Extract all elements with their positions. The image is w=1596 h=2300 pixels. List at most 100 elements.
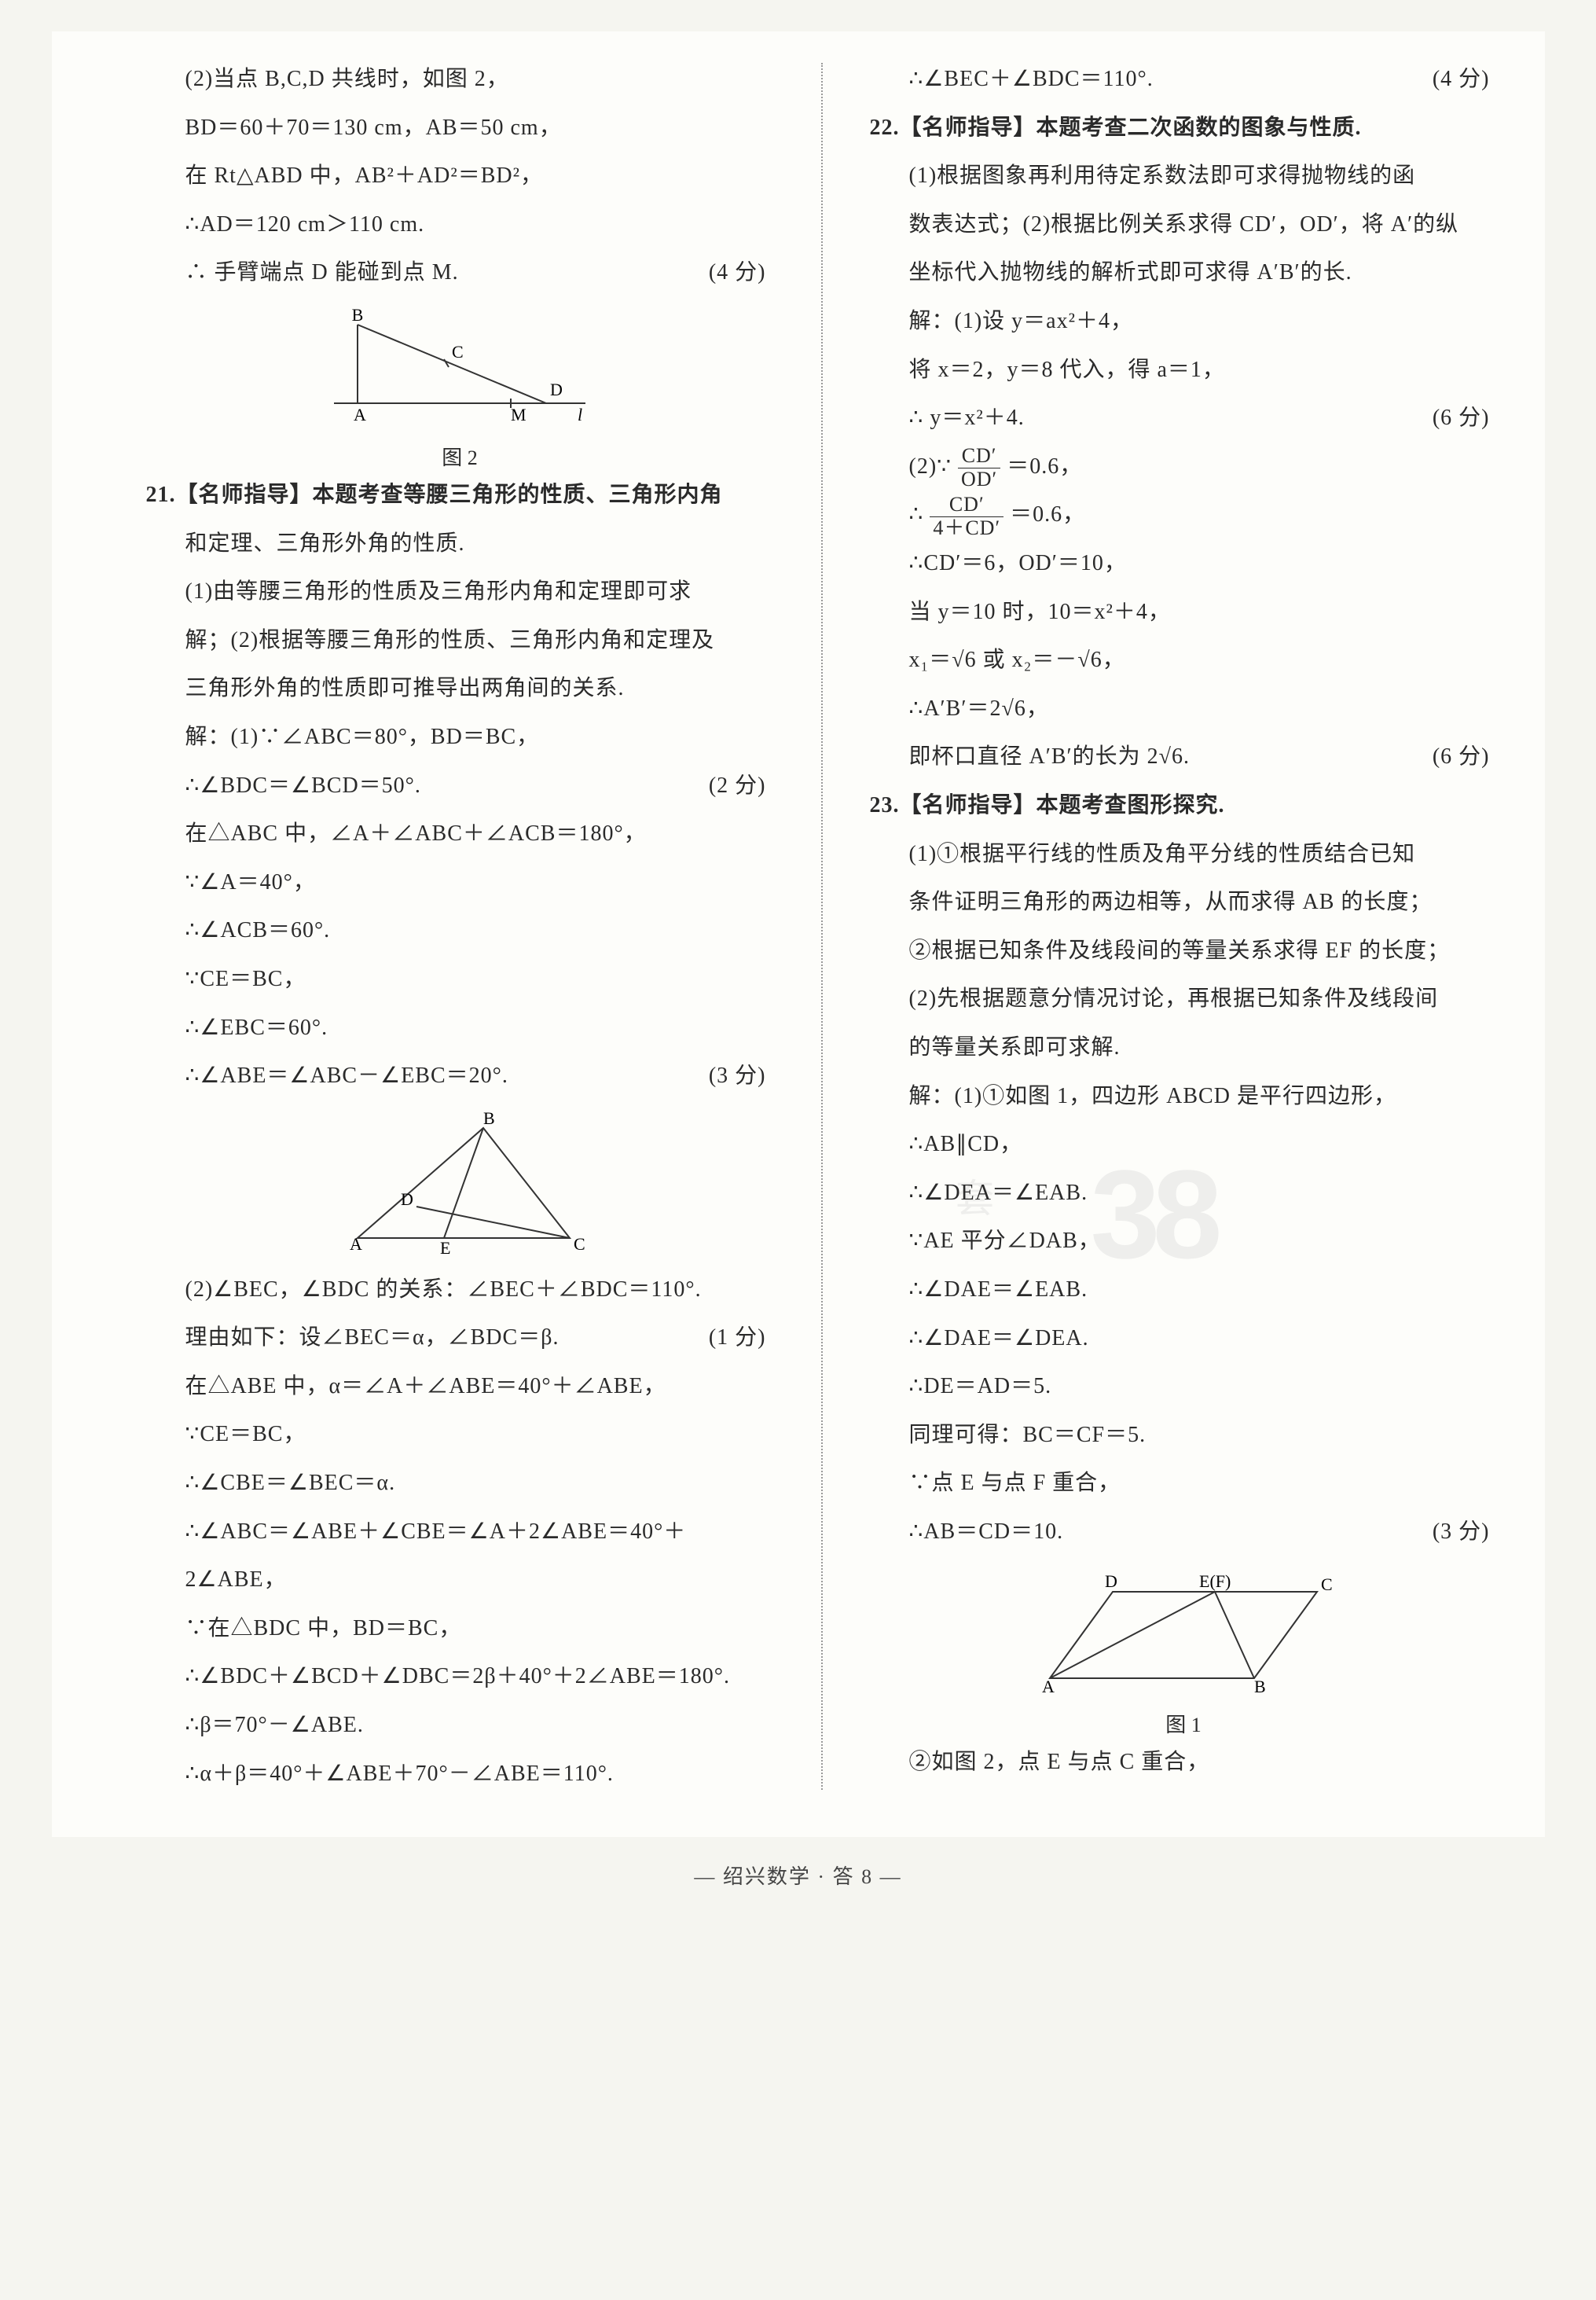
svg-text:C: C [452, 342, 464, 362]
svg-text:A: A [1042, 1677, 1055, 1694]
text: (2)∠BEC，∠BDC 的关系：∠BEC＋∠BDC＝110°. [146, 1266, 774, 1314]
text: ∵点 E 与点 F 重合， [870, 1459, 1498, 1508]
text: ∴ y＝x²＋4. (6 分) [870, 394, 1498, 443]
text: ∴α＋β＝40°＋∠ABE＋70°－∠ABE＝110°. [146, 1750, 774, 1798]
q23-number: 23.【名师指导】本题考查图形探究. [870, 793, 1225, 817]
svg-text:D: D [401, 1189, 413, 1209]
text: ∴ y＝x²＋4. [909, 406, 1025, 430]
text: 2∠ABE， [146, 1556, 774, 1604]
text: 理由如下：设∠BEC＝α，∠BDC＝β. [146, 1313, 774, 1362]
text: 数表达式；(2)根据比例关系求得 CD′，OD′，将 A′的纵 [870, 200, 1498, 249]
numerator: CD′ [958, 445, 1000, 468]
text: ∴∠BEC＋∠BDC＝110°. [909, 67, 1154, 91]
text: BD＝60＋70＝130 cm，AB＝50 cm， [146, 104, 774, 152]
text: 将 x＝2，y＝8 代入，得 a＝1， [870, 346, 1498, 395]
text: ∴∠BEC＋∠BDC＝110°. (4 分) [870, 55, 1498, 104]
text: 和定理、三角形外角的性质. [146, 520, 774, 568]
q22-number: 22.【名师指导】本题考查二次函数的图象与性质. [870, 116, 1362, 140]
svg-text:D: D [550, 380, 563, 399]
text: ＝0.6， [1010, 502, 1085, 527]
text: ∴ 手臂端点 D 能碰到点 M. [185, 260, 459, 285]
text: ∴∠CBE＝∠BEC＝α. [146, 1459, 774, 1508]
svg-text:E(F): E(F) [1199, 1571, 1231, 1591]
text: ∴AB＝CD＝10. (3 分) [870, 1508, 1498, 1556]
svg-text:C: C [1321, 1574, 1333, 1594]
text: 的等量关系即可求解. [870, 1023, 1498, 1072]
text: 条件证明三角形的两边相等，从而求得 AB 的长度； [870, 878, 1498, 927]
text: 在△ABE 中，α＝∠A＋∠ABE＝40°＋∠ABE， [146, 1362, 774, 1411]
score: (4 分) [1433, 55, 1490, 104]
score: (3 分) [709, 1052, 766, 1100]
svg-text:B: B [352, 309, 364, 325]
text: ∴AD＝120 cm＞110 cm. [146, 200, 774, 249]
q21-number: 21.【名师指导】本题考查等腰三角形的性质、三角形内角 [146, 483, 723, 507]
page: 套 38 (2)当点 B,C,D 共线时，如图 2， BD＝60＋70＝130 … [52, 31, 1545, 1837]
text: 三角形外角的性质即可推导出两角间的关系. [146, 664, 774, 713]
denominator: OD′ [958, 468, 1000, 491]
q23-head: 23.【名师指导】本题考查图形探究. [870, 781, 1498, 830]
text: ∴∠DAE＝∠DEA. [870, 1314, 1498, 1363]
text: ∴AB＝CD＝10. [909, 1519, 1064, 1544]
svg-text:B: B [1254, 1677, 1266, 1694]
text: 当 y＝10 时，10＝x²＋4， [870, 588, 1498, 637]
text: ∴∠ABE＝∠ABC－∠EBC＝20°. [185, 1064, 508, 1088]
text: 解：(1)∵∠ABC＝80°，BD＝BC， [146, 713, 774, 762]
text: ∴ CD′ 4＋CD′ ＝0.6， [870, 490, 1498, 539]
svg-text:B: B [483, 1112, 495, 1128]
column-divider [821, 63, 823, 1790]
text: 在△ABC 中，∠A＋∠ABC＋∠ACB＝180°， [146, 810, 774, 858]
text: ∵CE＝BC， [146, 955, 774, 1004]
text: (2)∵ CD′ OD′ ＝0.6， [870, 443, 1498, 491]
text: ∴∠BDC＝∠BCD＝50°. (2 分) [146, 762, 774, 810]
text: x₁＝√6 或 x₂＝－√6， [870, 636, 1498, 685]
text: 即杯口直径 A′B′的长为 2√6. (6 分) [870, 733, 1498, 781]
svg-text:A: A [350, 1234, 362, 1254]
text: (1)根据图象再利用待定系数法即可求得抛物线的函 [870, 152, 1498, 200]
text: 坐标代入抛物线的解析式即可求得 A′B′的长. [870, 248, 1498, 297]
text: ∵CE＝BC， [146, 1410, 774, 1459]
svg-text:l: l [578, 405, 582, 424]
text: 解；(2)根据等腰三角形的性质、三角形内角和定理及 [146, 616, 774, 665]
score: (6 分) [1433, 733, 1490, 781]
text: (2)当点 B,C,D 共线时，如图 2， [146, 55, 774, 104]
text: ∴∠ACB＝60°. [146, 906, 774, 955]
text: (2)先根据题意分情况讨论，再根据已知条件及线段间 [870, 975, 1498, 1023]
denominator: 4＋CD′ [930, 517, 1003, 540]
score: (6 分) [1433, 394, 1490, 443]
text: ∴ 手臂端点 D 能碰到点 M. (4 分) [146, 248, 774, 297]
text: 解：(1)设 y＝ax²＋4， [870, 297, 1498, 346]
right-column: ∴∠BEC＋∠BDC＝110°. (4 分) 22.【名师指导】本题考查二次函数… [870, 55, 1498, 1798]
score: (2 分) [709, 762, 766, 810]
text: ∴∠DEA＝∠EAB. [870, 1169, 1498, 1218]
q22-head: 22.【名师指导】本题考查二次函数的图象与性质. [870, 104, 1498, 152]
text: ∴DE＝AD＝5. [870, 1362, 1498, 1411]
svg-text:C: C [574, 1234, 585, 1254]
text: (1)①根据平行线的性质及角平分线的性质结合已知 [870, 830, 1498, 879]
text: 解：(1)①如图 1，四边形 ABCD 是平行四边形， [870, 1072, 1498, 1121]
numerator: CD′ [930, 494, 1003, 517]
text: ∴∠ABE＝∠ABC－∠EBC＝20°. (3 分) [146, 1052, 774, 1100]
figure-2: B C D A M l [146, 309, 774, 427]
svg-text:E: E [440, 1238, 450, 1254]
score: (3 分) [1433, 1508, 1490, 1556]
text: 同理可得：BC＝CF＝5. [870, 1411, 1498, 1460]
figure-2-caption: 图 2 [146, 442, 774, 471]
text: ∴∠BDC＝∠BCD＝50°. [185, 773, 421, 798]
figure-triangle: A B C D E [146, 1112, 774, 1254]
figure-1-caption: 图 1 [870, 1709, 1498, 1738]
fraction: CD′ 4＋CD′ [930, 494, 1003, 539]
text: 在 Rt△ABD 中，AB²＋AD²＝BD²， [146, 152, 774, 200]
text: ∵AE 平分∠DAB， [870, 1217, 1498, 1266]
fraction: CD′ OD′ [958, 445, 1000, 490]
text: ∴∠DAE＝∠EAB. [870, 1266, 1498, 1314]
text: (1)由等腰三角形的性质及三角形内角和定理即可求 [146, 568, 774, 616]
text: ∵在△BDC 中，BD＝BC， [146, 1604, 774, 1653]
text: 即杯口直径 A′B′的长为 2√6. [909, 744, 1191, 769]
text: (2)∵ [909, 454, 952, 479]
text: ∴AB∥CD， [870, 1120, 1498, 1169]
text: ∵∠A＝40°， [146, 858, 774, 907]
svg-text:A: A [354, 405, 366, 424]
svg-text:M: M [511, 405, 526, 424]
text: ∴∠ABC＝∠ABE＋∠CBE＝∠A＋2∠ABE＝40°＋ [146, 1508, 774, 1556]
text: ∴CD′＝6，OD′＝10， [870, 539, 1498, 588]
